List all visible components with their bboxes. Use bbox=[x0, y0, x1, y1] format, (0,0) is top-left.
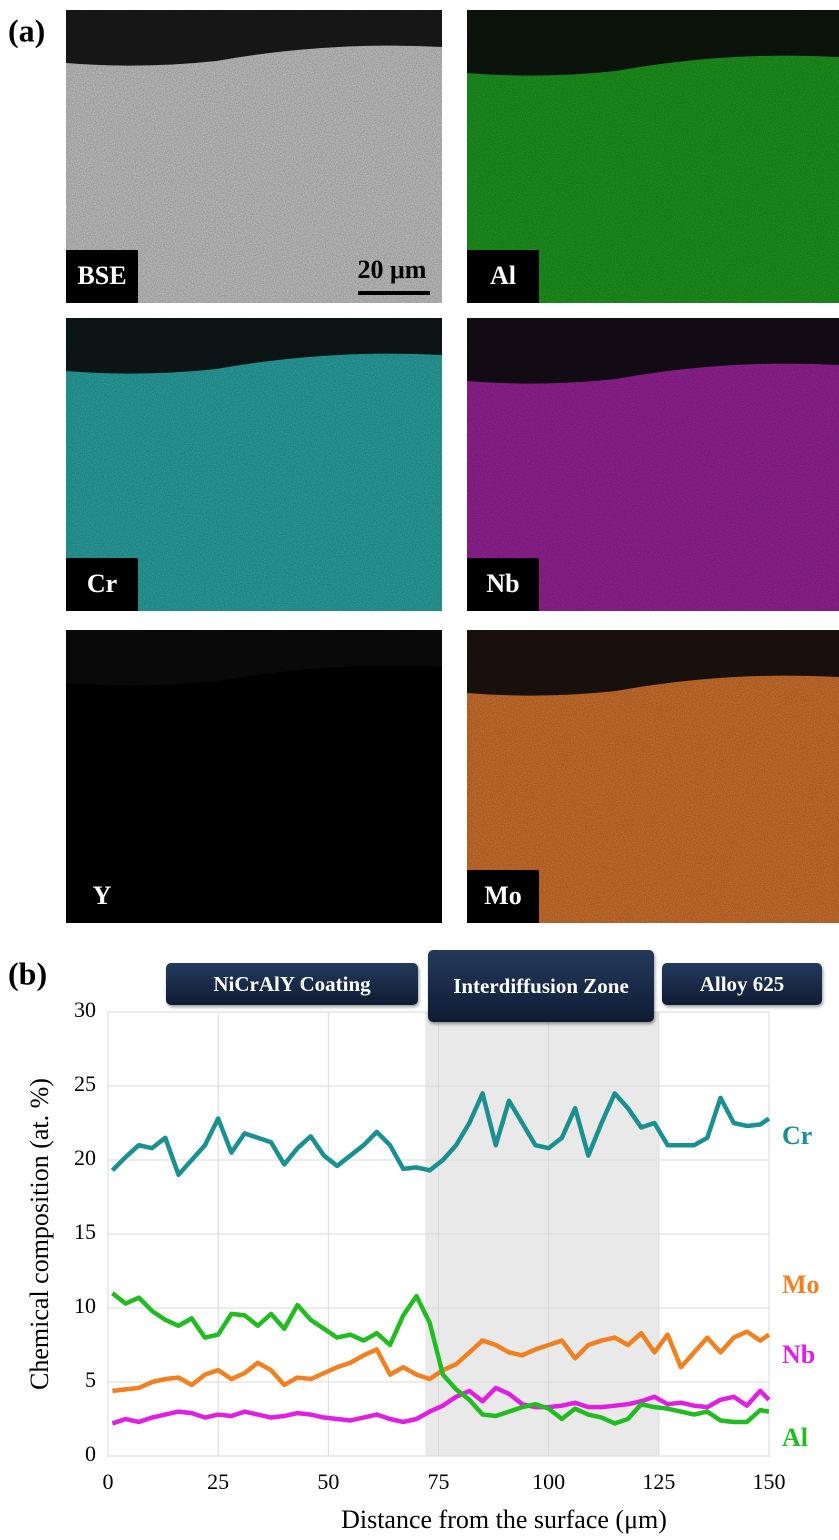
x-tick-label: 50 bbox=[317, 1469, 339, 1494]
map-label-box bbox=[467, 558, 539, 611]
surface-region bbox=[467, 318, 839, 384]
annotation-box: NiCrAlY Coating bbox=[166, 963, 418, 1005]
series-line bbox=[110, 1091, 771, 1178]
series-line bbox=[111, 1385, 771, 1426]
map-label-box bbox=[66, 558, 138, 611]
panel-label: (a) bbox=[8, 12, 45, 48]
series-label: Nb bbox=[782, 1340, 815, 1369]
y-tick-label: 30 bbox=[74, 997, 96, 1022]
map-label-box bbox=[467, 250, 539, 303]
y-tick-label: 20 bbox=[74, 1145, 96, 1170]
map-panel: Al bbox=[467, 10, 839, 303]
scale-bar-label: 20 μm bbox=[358, 255, 427, 284]
annotation-box: Interdiffusion Zone bbox=[428, 950, 654, 1022]
map-label: Al bbox=[490, 261, 516, 290]
map-panel: BSE bbox=[66, 10, 442, 303]
map-label: Nb bbox=[486, 569, 519, 598]
series-line bbox=[111, 1291, 770, 1426]
map-label: BSE bbox=[77, 261, 126, 290]
map-label: Cr bbox=[87, 569, 117, 598]
map-label: Mo bbox=[484, 881, 522, 910]
panel-label: (b) bbox=[8, 955, 47, 991]
surface-region bbox=[467, 630, 839, 696]
map-label-box bbox=[66, 870, 138, 923]
map-panel: Cr bbox=[66, 318, 442, 611]
x-tick-label: 100 bbox=[532, 1469, 565, 1494]
map-panel: Nb bbox=[467, 318, 839, 611]
surface-region bbox=[66, 630, 442, 686]
series-label: Cr bbox=[782, 1121, 812, 1150]
annotation-box: Alloy 625 bbox=[662, 963, 822, 1005]
map-panel: Mo bbox=[467, 630, 839, 923]
y-tick-label: 0 bbox=[85, 1441, 96, 1466]
map-label: Y bbox=[93, 881, 112, 910]
x-tick-label: 75 bbox=[428, 1469, 450, 1494]
y-tick-label: 10 bbox=[74, 1293, 96, 1318]
series-label: Al bbox=[782, 1423, 808, 1452]
map-panel: Y bbox=[66, 630, 442, 923]
x-tick-label: 25 bbox=[207, 1469, 229, 1494]
surface-region bbox=[467, 10, 839, 76]
x-axis-title: Distance from the surface (μm) bbox=[341, 1505, 667, 1534]
map-label-box bbox=[467, 870, 539, 923]
x-tick-label: 125 bbox=[642, 1469, 675, 1494]
y-axis-title: Chemical composition (at. %) bbox=[25, 1078, 54, 1390]
surface-region bbox=[66, 10, 442, 66]
y-tick-label: 15 bbox=[74, 1219, 96, 1244]
y-tick-label: 5 bbox=[85, 1367, 96, 1392]
x-tick-label: 150 bbox=[753, 1469, 786, 1494]
series-label: Mo bbox=[782, 1270, 820, 1299]
surface-region bbox=[66, 318, 442, 374]
x-tick-label: 0 bbox=[103, 1469, 114, 1494]
map-label-box bbox=[66, 250, 138, 303]
y-tick-label: 25 bbox=[74, 1071, 96, 1096]
